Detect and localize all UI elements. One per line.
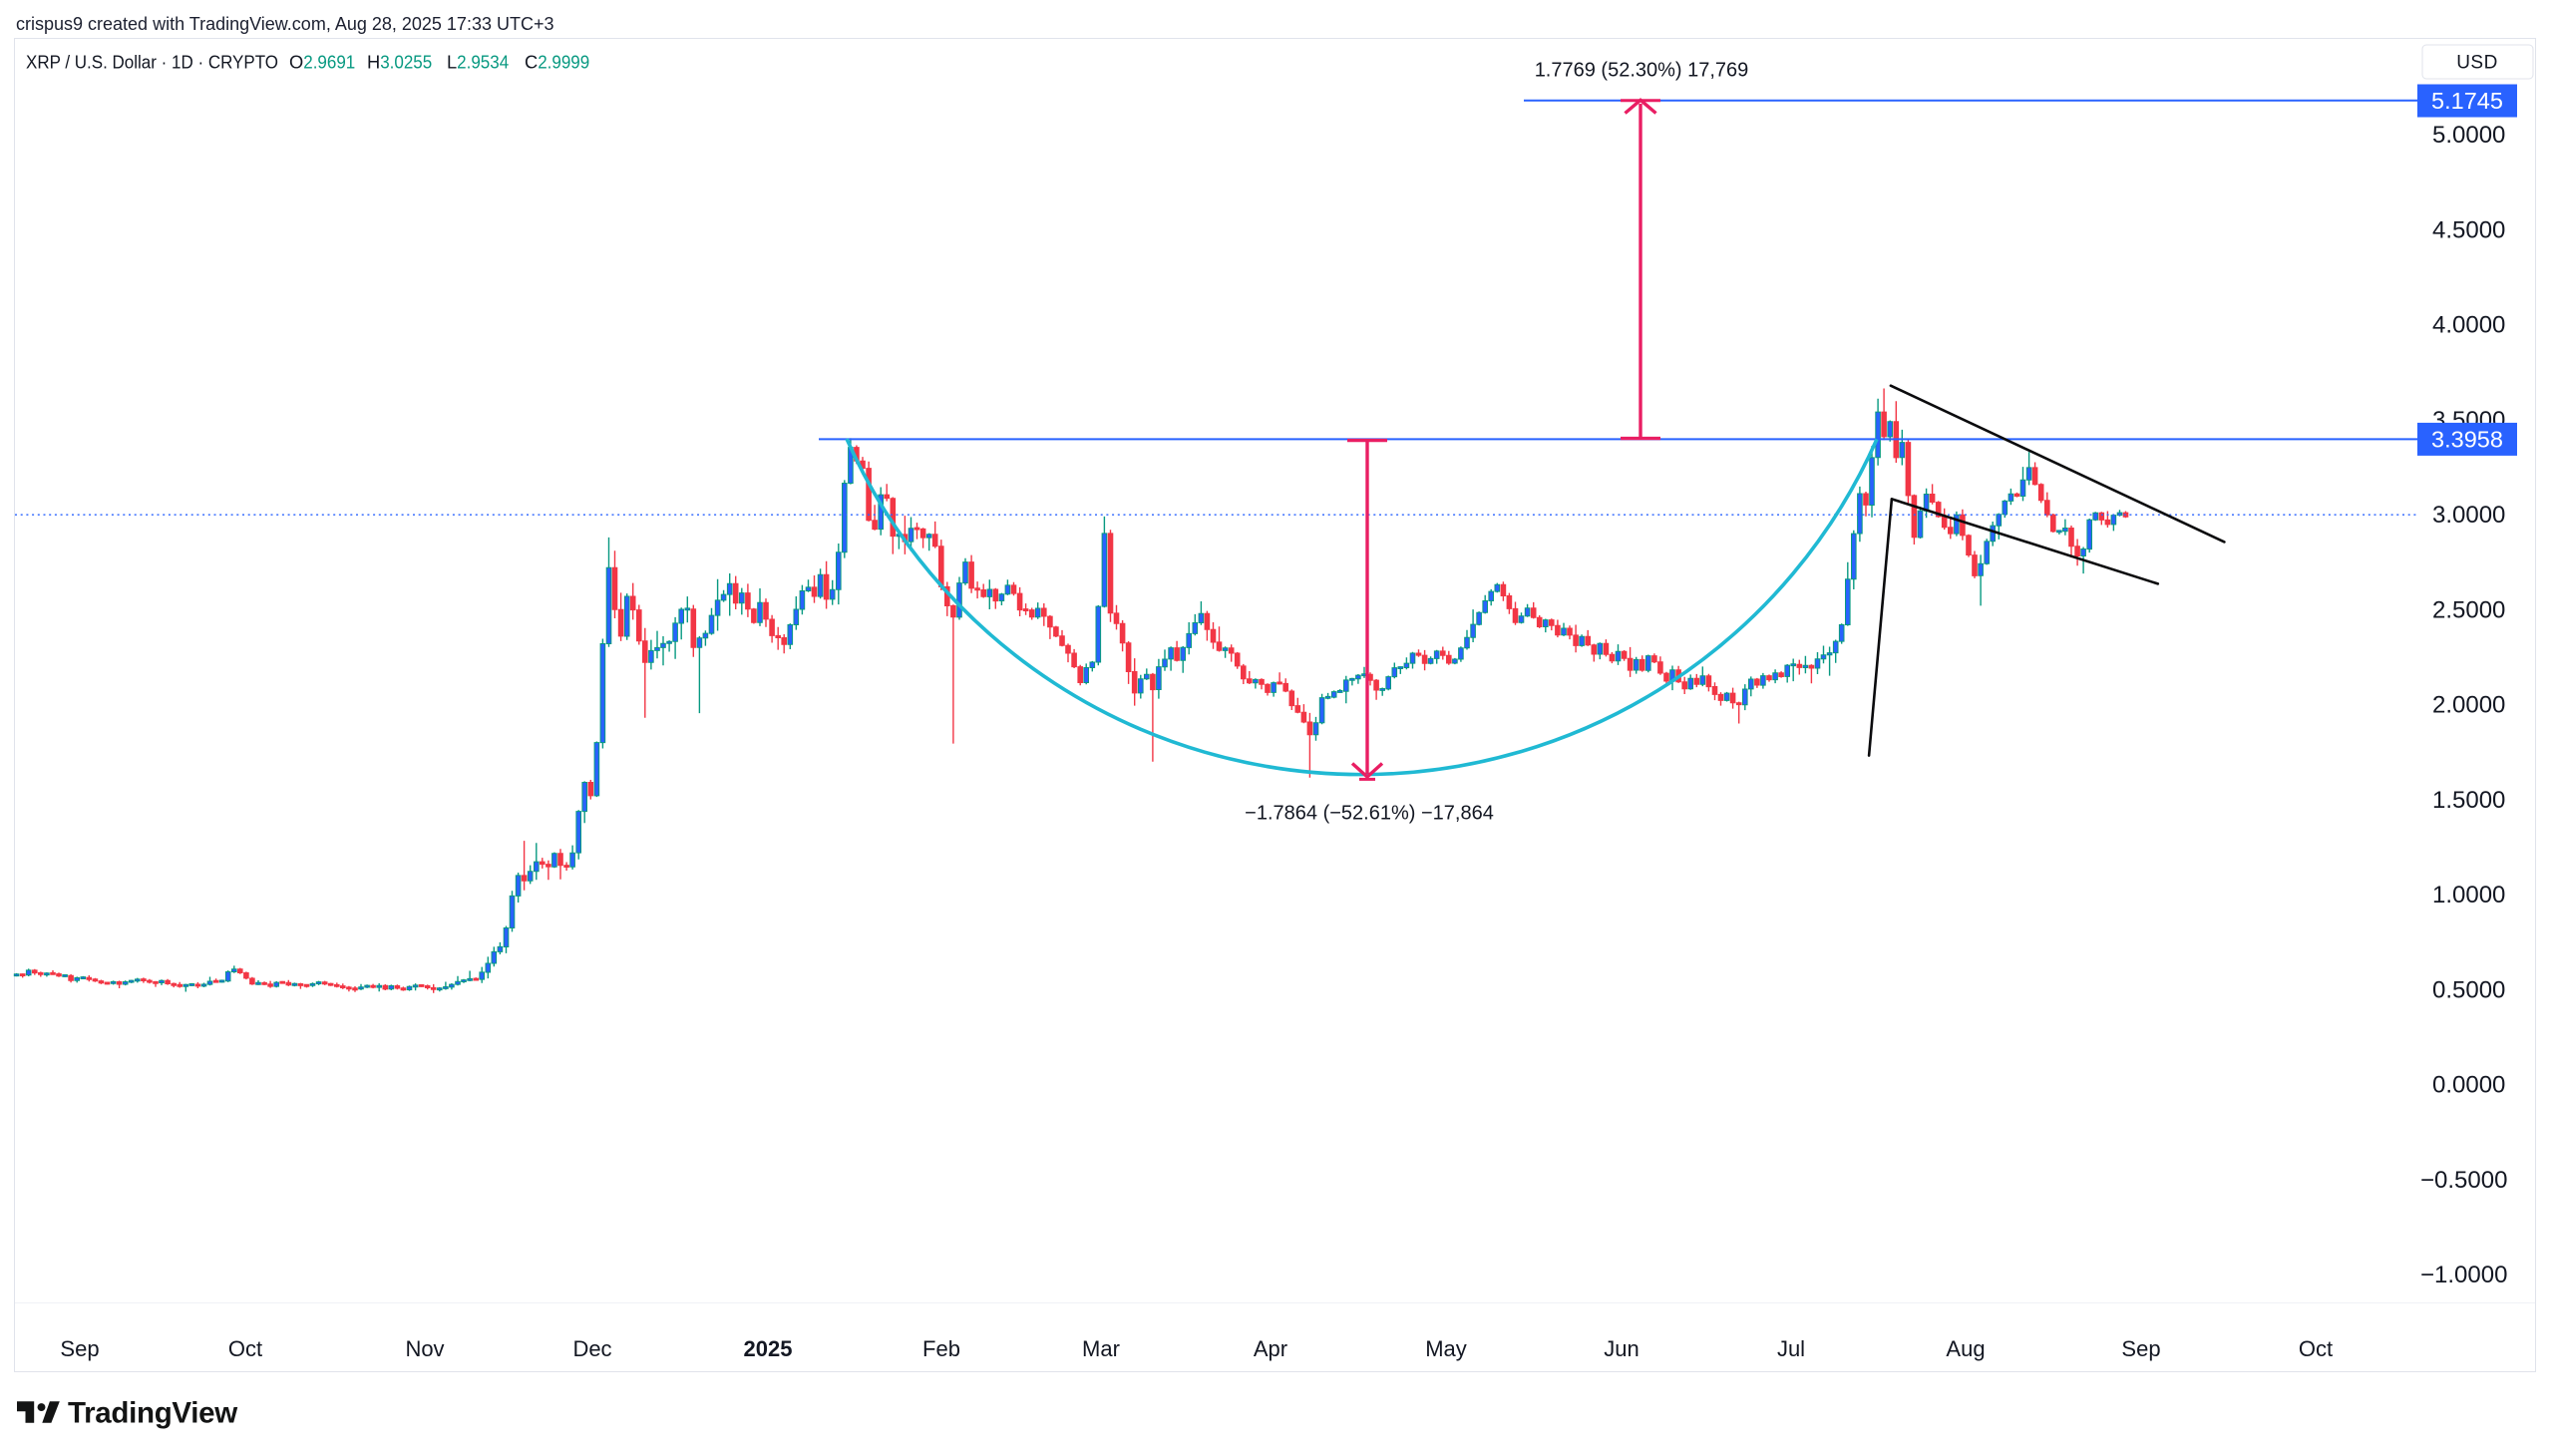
svg-text:0.5000: 0.5000	[2432, 977, 2505, 1004]
svg-text:2025: 2025	[744, 1336, 793, 1361]
svg-text:Sep: Sep	[2121, 1336, 2160, 1361]
svg-text:Apr: Apr	[1254, 1336, 1287, 1361]
svg-text:5.1745: 5.1745	[2431, 88, 2503, 114]
svg-text:Sep: Sep	[60, 1336, 99, 1361]
svg-text:Oct: Oct	[228, 1336, 262, 1361]
svg-text:−1.0000: −1.0000	[2420, 1262, 2507, 1288]
svg-text:2.0000: 2.0000	[2432, 692, 2505, 719]
svg-text:3.0000: 3.0000	[2432, 502, 2505, 529]
svg-text:crispus9 created with TradingV: crispus9 created with TradingView.com, A…	[16, 14, 553, 34]
svg-text:2.5000: 2.5000	[2432, 597, 2505, 624]
svg-text:−1.7864 (−52.61%) −17,864: −1.7864 (−52.61%) −17,864	[1245, 803, 1494, 825]
svg-text:1.5000: 1.5000	[2432, 787, 2505, 814]
svg-text:Jul: Jul	[1777, 1336, 1805, 1361]
svg-text:Mar: Mar	[1082, 1336, 1120, 1361]
svg-text:May: May	[1425, 1336, 1467, 1361]
svg-text:0.0000: 0.0000	[2432, 1072, 2505, 1099]
svg-text:Feb: Feb	[922, 1336, 960, 1361]
svg-text:1.7769 (52.30%) 17,769: 1.7769 (52.30%) 17,769	[1535, 60, 1749, 82]
svg-text:Dec: Dec	[572, 1336, 611, 1361]
svg-text:4.5000: 4.5000	[2432, 216, 2505, 243]
svg-text:4.0000: 4.0000	[2432, 312, 2505, 339]
svg-text:Oct: Oct	[2299, 1336, 2333, 1361]
svg-text:3.3958: 3.3958	[2431, 426, 2503, 452]
svg-text:Aug: Aug	[1946, 1336, 1985, 1361]
svg-text:TradingView: TradingView	[68, 1397, 237, 1430]
svg-text:Jun: Jun	[1604, 1336, 1639, 1361]
svg-text:5.0000: 5.0000	[2432, 122, 2505, 149]
svg-text:−0.5000: −0.5000	[2420, 1167, 2507, 1194]
svg-text:1.0000: 1.0000	[2432, 882, 2505, 909]
svg-text:USD: USD	[2456, 53, 2498, 74]
svg-text:XRP / U.S. Dollar · 1D · CRYPT: XRP / U.S. Dollar · 1D · CRYPTO O2.9691 H3…	[26, 52, 589, 73]
svg-text:Nov: Nov	[405, 1336, 444, 1361]
